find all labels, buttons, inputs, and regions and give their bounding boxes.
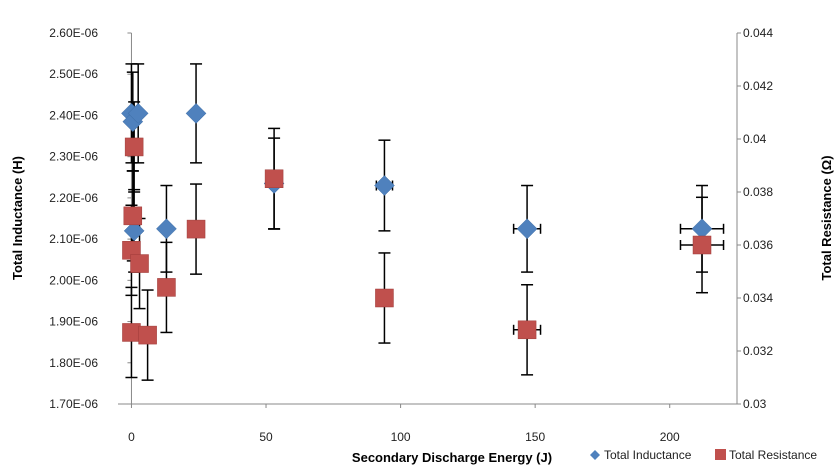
total-resistance-marker	[186, 219, 206, 239]
x-tick-label: 100	[391, 430, 411, 444]
y2-tick-label: 0.044	[743, 26, 773, 40]
y2-tick-label: 0.03	[743, 397, 767, 411]
x-tick-label: 150	[525, 430, 545, 444]
y-axis-title: Total Inductance (H)	[10, 156, 25, 280]
total-resistance-marker	[123, 206, 143, 226]
y2-tick-label: 0.032	[743, 344, 773, 358]
tick-labels: 1.70E-06 1.80E-06 1.90E-06 2.00E-06 2.10E-06…	[49, 26, 773, 444]
total-resistance-marker	[124, 137, 144, 157]
x-tick-label: 0	[128, 430, 135, 444]
x-tick-label: 200	[660, 430, 680, 444]
total-resistance-marker	[138, 325, 157, 345]
legend-inductance-marker	[590, 450, 600, 460]
error-bars	[125, 63, 725, 381]
x-axis-title: Secondary Discharge Energy (J)	[352, 450, 552, 465]
x-tick-label: 50	[259, 430, 273, 444]
y2-axis-title: Total Resistance (Ω)	[819, 155, 834, 280]
y-tick-label: 2.60E-06	[49, 26, 98, 40]
total-inductance-marker	[185, 103, 207, 124]
total-inductance-marker	[123, 220, 145, 242]
total-resistance-marker	[517, 320, 537, 340]
legend: Total Inductance Total Resistance	[590, 448, 817, 462]
y-tick-label: 1.80E-06	[49, 356, 98, 370]
total-inductance-marker	[516, 218, 538, 240]
legend-resistance-marker	[715, 449, 726, 460]
y-tick-label: 1.70E-06	[49, 397, 98, 411]
total-resistance-marker	[375, 288, 394, 308]
y-tick-label: 2.30E-06	[49, 150, 98, 164]
total-inductance-marker	[127, 103, 149, 124]
y-tick-label: 2.00E-06	[49, 273, 98, 287]
axes	[118, 33, 738, 405]
data-markers	[121, 103, 713, 345]
legend-inductance-label: Total Inductance	[604, 448, 692, 462]
total-resistance-marker	[122, 323, 141, 342]
legend-resistance-label: Total Resistance	[729, 448, 817, 462]
total-resistance-marker	[264, 169, 284, 188]
y-tick-label: 2.40E-06	[49, 108, 98, 122]
total-resistance-marker	[692, 235, 712, 255]
y-tick-label: 2.50E-06	[49, 67, 98, 81]
total-resistance-marker	[157, 278, 176, 297]
y-tick-label: 2.20E-06	[49, 191, 98, 205]
y-tick-label: 1.90E-06	[49, 315, 98, 329]
total-inductance-marker	[374, 175, 395, 196]
total-resistance-marker	[130, 254, 149, 273]
total-inductance-marker	[156, 218, 177, 240]
y2-tick-label: 0.038	[743, 185, 773, 199]
y2-tick-label: 0.04	[743, 132, 767, 146]
y2-tick-label: 0.036	[743, 238, 773, 252]
y2-tick-label: 0.034	[743, 291, 773, 305]
y-tick-label: 2.10E-06	[49, 232, 98, 246]
y2-tick-label: 0.042	[743, 79, 773, 93]
